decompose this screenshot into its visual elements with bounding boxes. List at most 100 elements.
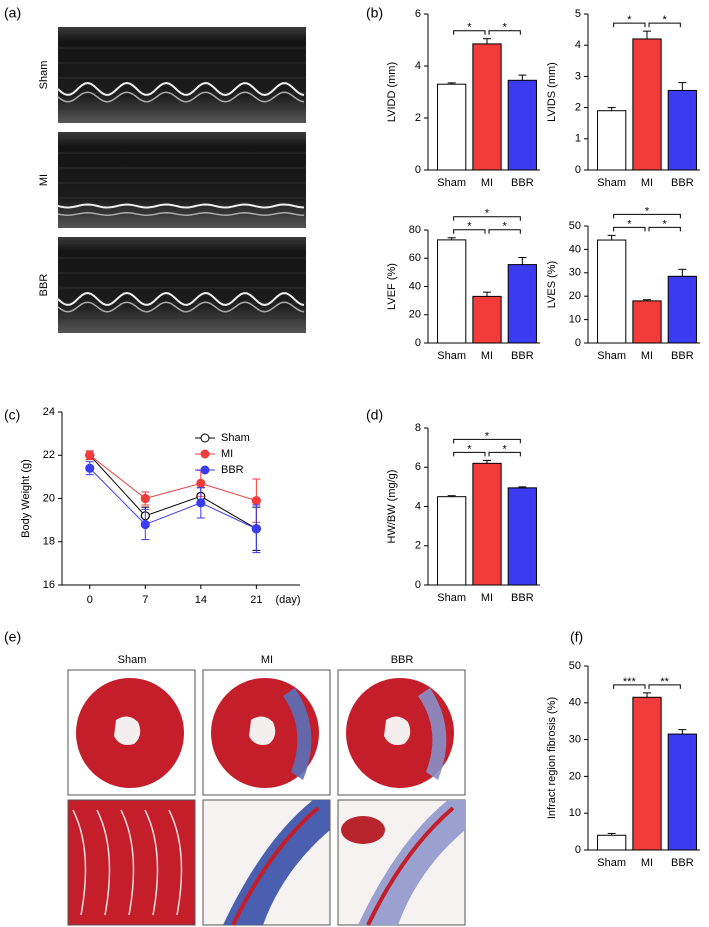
significance-label: * bbox=[627, 14, 632, 26]
bar bbox=[632, 300, 662, 344]
significance-bracket bbox=[613, 226, 646, 232]
marker bbox=[196, 478, 206, 488]
significance-bracket bbox=[488, 30, 521, 35]
x-tick-label: Sham bbox=[437, 592, 466, 604]
echo-wall bbox=[57, 212, 305, 216]
panel-label: (c) bbox=[4, 407, 20, 423]
bar bbox=[667, 275, 697, 344]
y-tick-label: 20 bbox=[43, 492, 55, 504]
x-tick-label: 14 bbox=[195, 594, 207, 606]
y-tick-label: 2 bbox=[415, 112, 421, 124]
y-tick-label: 4 bbox=[575, 39, 581, 51]
significance-label: * bbox=[503, 443, 508, 455]
bar bbox=[597, 239, 627, 344]
x-tick-label: BBR bbox=[511, 177, 534, 189]
marker bbox=[140, 493, 150, 504]
y-tick-label: 20 bbox=[569, 770, 581, 782]
y-axis-label: HW/BW (mg/g) bbox=[386, 470, 398, 544]
panel-label: (e) bbox=[4, 629, 21, 645]
tissue-cleft bbox=[144, 809, 159, 916]
legend-marker bbox=[200, 433, 210, 443]
panel-label: (a) bbox=[4, 5, 21, 21]
y-axis-label: LVIDS (mm) bbox=[546, 62, 558, 122]
bar bbox=[632, 696, 662, 851]
y-tick-label: 20 bbox=[569, 290, 581, 302]
panel-label: (f) bbox=[570, 629, 583, 645]
x-tick-label: MI bbox=[641, 177, 653, 189]
y-tick-label: 0 bbox=[415, 164, 421, 176]
y-tick-label: 50 bbox=[569, 220, 581, 232]
significance-bracket bbox=[488, 229, 521, 234]
significance-label: ** bbox=[660, 676, 669, 688]
significance-label: * bbox=[467, 22, 472, 34]
significance-bracket bbox=[648, 226, 681, 232]
y-tick-label: 50 bbox=[569, 660, 581, 672]
bar bbox=[667, 733, 697, 851]
echo-wall bbox=[57, 301, 305, 313]
x-tick-label: Sham bbox=[597, 857, 626, 869]
x-tick-label: MI bbox=[641, 350, 653, 362]
x-tick-label: BBR bbox=[671, 350, 694, 362]
legend-label: Sham bbox=[221, 432, 250, 444]
x-axis-label: (day) bbox=[275, 594, 300, 606]
histology-label: Sham bbox=[118, 654, 147, 666]
lumen bbox=[114, 716, 141, 745]
y-tick-label: 6 bbox=[415, 461, 421, 473]
bar bbox=[597, 834, 627, 851]
x-tick-label: 21 bbox=[250, 594, 262, 606]
tissue-cleft bbox=[120, 809, 135, 916]
y-tick-label: 22 bbox=[43, 449, 55, 461]
echo-image bbox=[58, 132, 306, 228]
bar bbox=[507, 79, 537, 171]
lumen bbox=[249, 716, 276, 745]
y-tick-label: 30 bbox=[569, 267, 581, 279]
significance-label: * bbox=[467, 443, 472, 455]
significance-label: * bbox=[503, 221, 508, 233]
x-tick-label: Sham bbox=[437, 177, 466, 189]
x-tick-label: Sham bbox=[597, 177, 626, 189]
legend-label: MI bbox=[221, 448, 233, 460]
y-tick-label: 0 bbox=[575, 844, 581, 856]
y-tick-label: 2 bbox=[575, 102, 581, 114]
significance-label: * bbox=[663, 14, 668, 26]
echo-wall bbox=[57, 91, 305, 103]
y-tick-label: 18 bbox=[43, 536, 55, 548]
y-tick-label: 0 bbox=[575, 337, 581, 349]
significance-label: * bbox=[503, 22, 508, 34]
marker bbox=[85, 450, 95, 460]
tissue-red bbox=[231, 806, 320, 926]
significance-bracket bbox=[613, 22, 646, 28]
y-axis-label: Body Weight (g) bbox=[20, 459, 32, 538]
bar bbox=[632, 38, 662, 171]
y-axis-label: LVES (%) bbox=[546, 261, 558, 308]
histology-label: BBR bbox=[391, 654, 414, 666]
y-tick-label: 10 bbox=[569, 807, 581, 819]
significance-label: * bbox=[467, 221, 472, 233]
y-tick-label: 0 bbox=[575, 164, 581, 176]
x-tick-label: Sham bbox=[597, 350, 626, 362]
x-tick-label: BBR bbox=[511, 592, 534, 604]
marker bbox=[196, 498, 206, 508]
tissue-red bbox=[366, 806, 455, 926]
significance-bracket bbox=[648, 22, 681, 28]
marker bbox=[140, 519, 150, 530]
y-tick-label: 1 bbox=[575, 133, 581, 145]
y-tick-label: 2 bbox=[415, 540, 421, 552]
x-tick-label: BBR bbox=[511, 350, 534, 362]
y-tick-label: 16 bbox=[43, 579, 55, 591]
bar bbox=[597, 110, 627, 171]
marker bbox=[251, 496, 261, 506]
echo-label: Sham bbox=[38, 61, 50, 90]
x-tick-label: MI bbox=[481, 592, 493, 604]
histology-label: MI bbox=[261, 654, 273, 666]
y-tick-label: 6 bbox=[415, 8, 421, 20]
bar bbox=[437, 496, 467, 586]
significance-bracket bbox=[453, 229, 486, 234]
y-tick-label: 0 bbox=[415, 337, 421, 349]
panel-label: (b) bbox=[366, 5, 383, 21]
x-tick-label: BBR bbox=[671, 857, 694, 869]
marker bbox=[85, 463, 95, 473]
tissue-cleft bbox=[72, 809, 87, 916]
echo-label: BBR bbox=[38, 274, 50, 297]
echo-wall bbox=[57, 203, 305, 209]
